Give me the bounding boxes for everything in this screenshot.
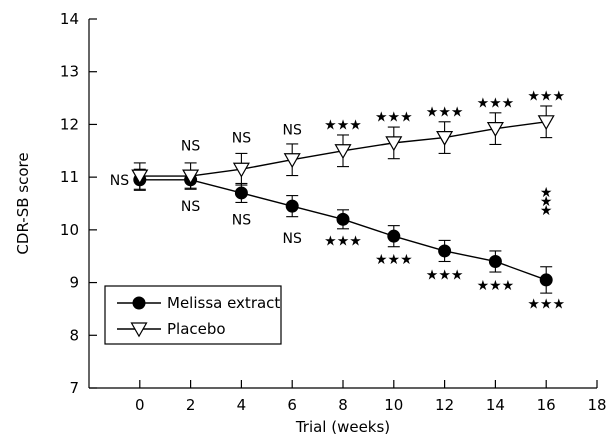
significance-label: ★★★	[375, 110, 413, 126]
x-tick-label: 18	[587, 396, 606, 414]
y-tick-label: 14	[60, 10, 79, 28]
significance-label: ★★★	[324, 117, 362, 133]
x-tick-label: 2	[186, 396, 196, 414]
y-axis-title: CDR-SB score	[14, 152, 32, 254]
significance-label: ★★★	[527, 297, 565, 313]
data-point	[232, 162, 250, 178]
series-layer	[131, 105, 555, 294]
x-tick-label: 16	[537, 396, 556, 414]
significance-label: ★★★	[375, 252, 413, 268]
data-point	[486, 122, 504, 137]
significance-label: NS	[181, 139, 200, 155]
x-tick-label: 10	[384, 396, 403, 414]
data-point	[539, 273, 553, 287]
series-placebo	[131, 105, 555, 190]
significance-label: NS	[283, 231, 302, 247]
data-point	[387, 229, 401, 243]
filled-circle-icon	[132, 296, 146, 310]
y-tick-label: 8	[69, 326, 79, 344]
significance-label: ★	[540, 203, 553, 219]
data-point	[131, 169, 149, 185]
triangle-down-icon	[130, 322, 148, 338]
significance-label: ★★★	[426, 104, 464, 120]
legend-box	[104, 285, 282, 345]
data-point	[436, 131, 454, 146]
x-tick-label: 14	[486, 396, 505, 414]
significance-label: NS	[110, 173, 129, 189]
data-point	[182, 169, 200, 185]
data-point	[336, 212, 350, 226]
significance-label: NS	[283, 123, 302, 139]
data-point	[488, 254, 502, 268]
y-tick-label: 12	[60, 115, 79, 133]
significance-label: ★★★	[477, 278, 515, 294]
x-tick-label: 12	[435, 396, 454, 414]
series-melissa-extract	[133, 168, 553, 294]
x-tick-label: 0	[135, 396, 145, 414]
data-point	[234, 186, 248, 200]
x-tick-label: 6	[287, 396, 297, 414]
y-tick-label: 13	[60, 63, 79, 81]
data-point	[285, 199, 299, 213]
significance-label: ★★★	[426, 268, 464, 284]
legend-items: Melissa extract Placebo	[117, 294, 280, 338]
significance-label: ★★★	[324, 233, 362, 249]
y-tick-label: 7	[69, 379, 79, 397]
series-line	[139, 179, 547, 281]
data-point	[438, 244, 452, 258]
y-tick-label: 10	[60, 221, 79, 239]
significance-label: NS	[232, 131, 251, 147]
legend-item: Placebo	[117, 320, 226, 338]
y-tick-label: 11	[60, 168, 79, 186]
legend-label: Melissa extract	[167, 294, 280, 312]
significance-label: NS	[181, 199, 200, 215]
ticks: 7 8 9 10 11 12 13 14 0 2 4 6 8 10 12 14 16 18	[60, 10, 607, 414]
significance-label: ★★★	[477, 95, 515, 111]
legend-item: Melissa extract	[117, 294, 280, 312]
data-point	[385, 136, 403, 152]
x-axis-title: Trial (weeks)	[295, 418, 390, 436]
significance-label: NS	[232, 212, 251, 228]
data-point	[283, 153, 301, 169]
significance-label: ★	[540, 194, 553, 210]
x-tick-label: 8	[338, 396, 348, 414]
significance-label: ★★★	[527, 88, 565, 104]
x-tick-label: 4	[237, 396, 247, 414]
legend: Melissa extract Placebo	[104, 285, 282, 345]
y-tick-label: 9	[69, 274, 79, 292]
data-point	[334, 144, 352, 160]
legend-label: Placebo	[167, 320, 226, 338]
significance-label: ★	[540, 185, 553, 201]
data-point	[537, 115, 555, 131]
